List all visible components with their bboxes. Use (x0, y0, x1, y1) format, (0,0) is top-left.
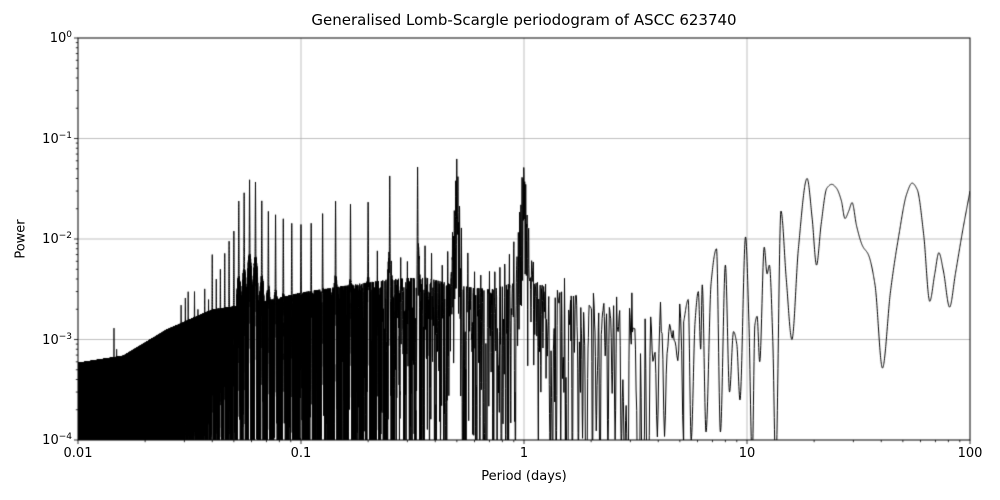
x-tick-label-100: 100 (957, 446, 983, 461)
x-tick-label-10: 10 (738, 446, 756, 461)
y-tick-label-1e-4: 10−4 (42, 431, 72, 449)
y-tick-label-1e0: 100 (49, 29, 72, 47)
x-tick-label-0.01: 0.01 (63, 446, 93, 461)
chart-title: Generalised Lomb-Scargle periodogram of … (311, 11, 737, 29)
y-tick-label-1e-3: 10−3 (42, 331, 72, 348)
y-tick-label-1e-2: 10−2 (42, 230, 72, 248)
x-tick-label-0.1: 0.1 (290, 446, 312, 461)
x-axis-label: Period (days) (481, 469, 567, 484)
y-tick-label-1e-1: 10−1 (42, 130, 72, 147)
x-tick-label-1: 1 (519, 446, 529, 461)
y-axis-label: Power (13, 219, 29, 259)
